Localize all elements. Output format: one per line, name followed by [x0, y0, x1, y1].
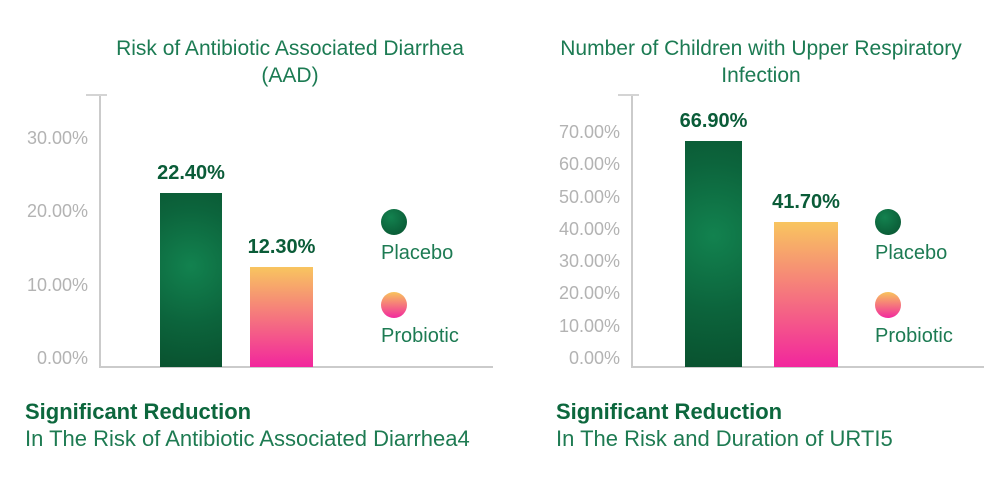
y-axis-top-cap — [86, 94, 107, 96]
chart-title-line-2: (AAD) — [261, 64, 319, 87]
legend-label: Probiotic — [381, 325, 459, 347]
legend-item-probiotic: Probiotic — [381, 292, 459, 348]
y-tick-label: 70.00% — [558, 122, 620, 142]
y-tick-label: 20.00% — [26, 201, 88, 221]
chart-title: Number of Children with Upper Respirator… — [545, 35, 977, 89]
caption-subtext: In The Risk of Antibiotic Associated Dia… — [25, 426, 470, 451]
chart-title-line-2: Infection — [721, 64, 801, 87]
y-tick-label: 10.00% — [558, 316, 620, 336]
y-axis-line — [631, 95, 633, 368]
y-axis-top-cap — [618, 94, 639, 96]
bar-value-label: 66.90% — [679, 110, 748, 132]
y-tick-label: 60.00% — [558, 154, 620, 174]
y-tick-label: 20.00% — [558, 283, 620, 303]
bar-placebo — [160, 193, 222, 367]
x-axis-line — [632, 366, 984, 368]
caption-subtext: In The Risk and Duration of URTI5 — [556, 426, 893, 451]
urti-chart-panel: Number of Children with Upper Respirator… — [500, 0, 1000, 480]
placebo-dot-icon — [875, 209, 901, 235]
y-tick-label: 10.00% — [26, 275, 88, 295]
y-tick-label: 0.00% — [568, 348, 620, 368]
y-tick-label: 40.00% — [558, 219, 620, 239]
legend-label: Placebo — [381, 242, 454, 264]
y-axis-line — [99, 95, 101, 368]
probiotic-dot-icon — [875, 292, 901, 318]
placebo-dot-icon — [381, 209, 407, 235]
legend-item-probiotic: Probiotic — [875, 292, 953, 348]
y-tick-label: 0.00% — [36, 348, 88, 368]
bar-value-label: 22.40% — [157, 162, 225, 184]
chart-title: Risk of Antibiotic Associated Diarrhea (… — [90, 35, 490, 89]
y-tick-label: 30.00% — [558, 251, 620, 271]
caption-heading: Significant Reduction — [556, 399, 783, 424]
bar-probiotic — [774, 222, 838, 367]
bar-placebo — [685, 141, 742, 367]
legend-item-placebo: Placebo — [381, 209, 453, 265]
chart-title-line-1: Number of Children with Upper Respirator… — [560, 37, 962, 60]
legend-item-placebo: Placebo — [875, 209, 947, 265]
legend-label: Placebo — [875, 242, 948, 264]
bar-probiotic — [250, 267, 313, 367]
y-tick-label: 30.00% — [26, 128, 88, 148]
y-tick-label: 50.00% — [558, 187, 620, 207]
aad-chart-panel: Risk of Antibiotic Associated Diarrhea (… — [25, 35, 493, 451]
bar-value-label: 12.30% — [247, 236, 316, 258]
chart-title-line-1: Risk of Antibiotic Associated Diarrhea — [116, 37, 464, 60]
x-axis-line — [100, 366, 493, 368]
bar-value-label: 41.70% — [772, 191, 840, 213]
legend-label: Probiotic — [875, 325, 953, 347]
probiotic-dot-icon — [381, 292, 407, 318]
caption-heading: Significant Reduction — [25, 399, 252, 424]
